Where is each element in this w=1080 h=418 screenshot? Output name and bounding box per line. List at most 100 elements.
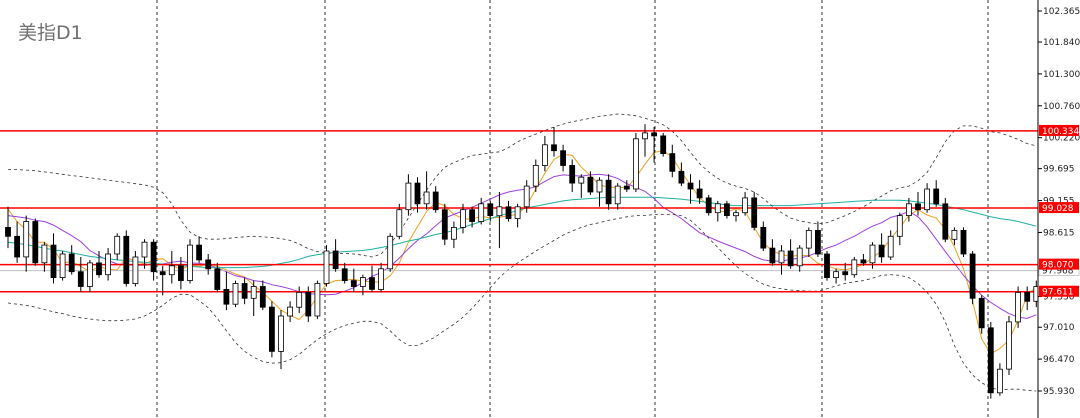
candle-down-body [487,203,494,217]
candle [1006,316,1012,376]
candle [906,197,912,222]
candle [387,233,394,272]
candle-up-body [614,185,621,205]
candle [487,200,494,222]
candle [214,262,221,293]
candle-up-body [778,250,785,264]
candle-down-body [123,235,130,284]
candle-down-body [569,164,576,184]
candle-up-body [405,182,412,211]
candle [778,245,785,275]
candle [496,191,503,249]
candle-down-body [815,229,821,255]
axis-tick-label: 99.155 [1043,197,1075,207]
candle-down-body [787,250,794,267]
candle-up-body [532,164,539,187]
candle [614,183,621,210]
candle-down-body [623,185,630,190]
candle-up-body [1015,291,1021,323]
candle [414,177,421,213]
candle [96,251,102,278]
candle-down-body [14,235,21,258]
candle [396,203,403,240]
candle-up-body [951,229,958,240]
candle-up-body [187,244,193,281]
axis-tick-label: 95.930 [1043,387,1075,397]
candle-up-body [906,203,912,217]
candle [68,245,75,275]
candle [796,245,803,272]
candle [532,159,539,192]
candle-up-body [924,188,930,211]
candle-down-body [969,253,976,299]
candle-up-body [105,253,111,276]
candle [378,262,385,293]
candle [168,251,175,284]
candle [87,259,93,293]
candle-down-body [660,135,667,154]
candle-down-body [860,259,867,264]
candle-up-body [733,212,739,217]
candle [241,277,248,305]
candle-up-body [287,306,294,317]
chart-title: 美指D1 [18,22,83,44]
grid-layer [156,0,989,418]
candle-up-body [41,244,48,264]
candle [432,186,439,213]
candle-down-body [915,203,921,211]
last-price-label: 97.968 [1042,267,1074,277]
candle [32,218,39,266]
axis-tick-label: 97.530 [1043,293,1075,303]
candle-down-body [341,268,348,281]
candle [105,248,111,281]
candle [542,135,548,172]
candle [469,206,476,228]
level-price-label: 97.611 [1042,288,1074,298]
candle-up-body [578,176,585,184]
candle [724,200,730,219]
candle-up-body [887,235,894,258]
candle [159,265,166,296]
candle [305,286,312,322]
candle [669,144,676,178]
candle-down-body [551,144,557,152]
candle [177,256,184,290]
level-price-tag [1039,202,1079,214]
candle [815,221,821,257]
axis-tick-label: 101.840 [1043,38,1080,48]
candle [596,177,603,207]
candle-up-body [523,185,530,208]
axis-tick-label: 97.010 [1043,323,1075,333]
candle [314,280,321,319]
candle-up-body [396,209,403,237]
candle [623,180,630,192]
candle-up-body [869,244,876,264]
candle [196,236,203,263]
candle [651,127,657,163]
candle [805,227,812,257]
candle [742,191,748,216]
candle [969,251,976,305]
candle-down-body [205,259,212,270]
candle [633,132,639,192]
level-price-tag [1039,285,1079,297]
candle [987,321,994,399]
candle [678,162,685,187]
candle [423,171,430,210]
candle-down-body [68,253,75,273]
candle-up-body [805,229,812,249]
candle [951,227,958,246]
candle [341,262,348,284]
candle [50,233,57,284]
candle-down-body [159,271,166,276]
candle [77,256,84,293]
level-price-label: 100.334 [1042,127,1079,137]
candle [259,280,266,311]
candle-up-body [387,235,394,270]
candle [842,262,849,281]
axis-tick-label: 100.220 [1043,134,1080,144]
candle-down-body [177,265,184,281]
candle-down-body [1024,291,1031,302]
candle [751,191,758,231]
